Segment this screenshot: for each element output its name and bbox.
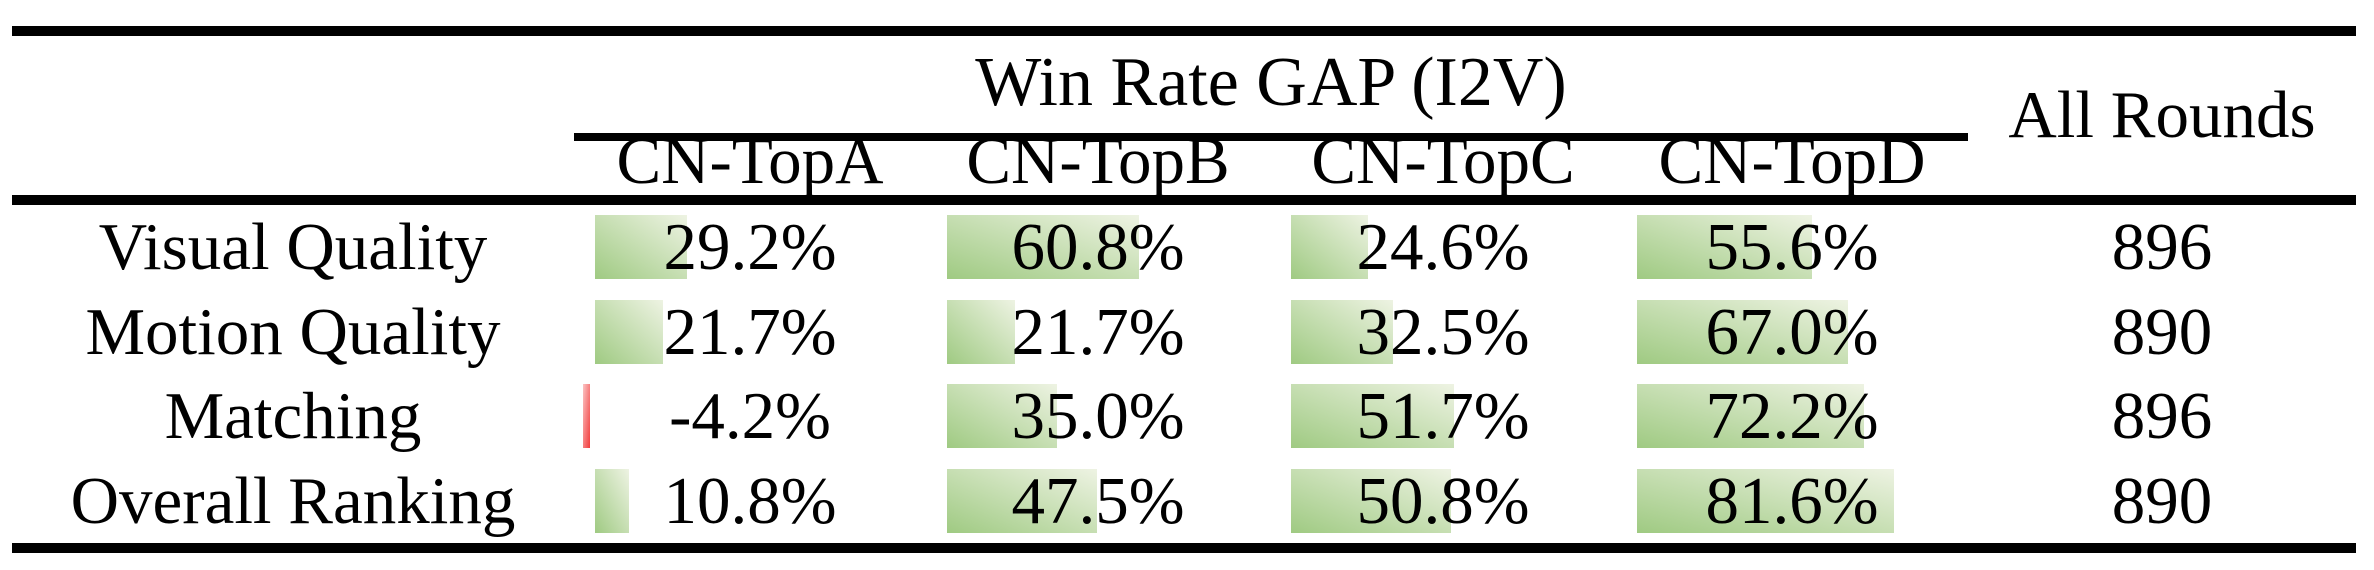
group-header-rule — [574, 133, 1968, 141]
row-label: Overall Ranking — [70, 463, 516, 538]
win-rate-value: 29.2% — [663, 209, 837, 284]
win-rate-cell: 51.7% — [1270, 374, 1616, 458]
win-rate-data-bar — [1291, 300, 1393, 364]
win-rate-value: 24.6% — [1356, 209, 1530, 284]
row-label: Motion Quality — [85, 294, 501, 369]
win-rate-value: 55.6% — [1705, 209, 1879, 284]
win-rate-cell: 35.0% — [926, 374, 1270, 458]
win-rate-value: 10.8% — [663, 463, 837, 538]
table-rule-header-body — [12, 195, 2356, 205]
all-rounds-value: 896 — [2111, 209, 2213, 284]
all-rounds-value: 890 — [2111, 463, 2213, 538]
table-row: Visual Quality 29.2% 60.8% 24.6% 55.6% 8… — [0, 205, 2374, 289]
win-rate-data-bar — [947, 300, 1015, 364]
table-row: Overall Ranking 10.8% 47.5% 50.8% 81.6% … — [0, 459, 2374, 543]
column-header-cn-topd: CN-TopD — [1658, 123, 1926, 198]
all-rounds-value: 896 — [2111, 378, 2213, 453]
win-rate-data-bar — [947, 469, 1097, 533]
table-row: Matching -4.2% 35.0% 51.7% 72.2% 896 — [0, 374, 2374, 458]
win-rate-value: 47.5% — [1011, 463, 1185, 538]
win-rate-data-bar — [1291, 215, 1368, 279]
column-header-cn-topb: CN-TopB — [966, 123, 1230, 198]
win-rate-data-bar — [1637, 300, 1848, 364]
win-rate-value: -4.2% — [669, 378, 831, 453]
win-rate-data-bar — [583, 384, 590, 448]
win-rate-value: 21.7% — [1011, 294, 1185, 369]
win-rate-cell: 47.5% — [926, 459, 1270, 543]
win-rate-value: 81.6% — [1705, 463, 1879, 538]
win-rate-data-bar — [1637, 469, 1894, 533]
win-rate-data-bar — [1291, 384, 1454, 448]
win-rate-cell: 10.8% — [574, 459, 926, 543]
win-rate-cell: 67.0% — [1616, 290, 1968, 374]
win-rate-data-bar — [1637, 215, 1812, 279]
win-rate-cell: 24.6% — [1270, 205, 1616, 289]
win-rate-value: 72.2% — [1705, 378, 1879, 453]
win-rate-value: 50.8% — [1356, 463, 1530, 538]
win-rate-cell: 50.8% — [1270, 459, 1616, 543]
table-row: Motion Quality 21.7% 21.7% 32.5% 67.0% 8… — [0, 290, 2374, 374]
win-rate-value: 67.0% — [1705, 294, 1879, 369]
win-rate-value: 60.8% — [1011, 209, 1185, 284]
win-rate-cell: 60.8% — [926, 205, 1270, 289]
win-rate-cell: 55.6% — [1616, 205, 1968, 289]
win-rate-value: 35.0% — [1011, 378, 1185, 453]
win-rate-data-bar — [595, 215, 687, 279]
win-rate-cell: 81.6% — [1616, 459, 1968, 543]
win-rate-cell: -4.2% — [574, 374, 926, 458]
win-rate-cell: 21.7% — [926, 290, 1270, 374]
column-header-cn-topc: CN-TopC — [1311, 123, 1575, 198]
all-rounds-value: 890 — [2111, 294, 2213, 369]
table-rule-bottom — [12, 543, 2356, 553]
win-rate-value: 51.7% — [1356, 378, 1530, 453]
win-rate-cell: 32.5% — [1270, 290, 1616, 374]
table-rule-top — [12, 26, 2356, 36]
win-rate-cell: 21.7% — [574, 290, 926, 374]
win-rate-value: 21.7% — [663, 294, 837, 369]
win-rate-data-bar — [1291, 469, 1451, 533]
win-rate-data-bar — [1637, 384, 1864, 448]
column-header-cn-topa: CN-TopA — [616, 123, 884, 198]
win-rate-data-bar — [947, 215, 1139, 279]
win-rate-value: 32.5% — [1356, 294, 1530, 369]
win-rate-data-bar — [595, 300, 663, 364]
win-rate-data-bar — [595, 469, 629, 533]
win-rate-cell: 29.2% — [574, 205, 926, 289]
win-rate-data-bar — [947, 384, 1057, 448]
table-title: Win Rate GAP (I2V) — [975, 44, 1567, 121]
win-rate-cell: 72.2% — [1616, 374, 1968, 458]
column-header-all-rounds: All Rounds — [2008, 78, 2316, 152]
row-label: Visual Quality — [98, 209, 488, 284]
row-label: Matching — [164, 378, 422, 453]
